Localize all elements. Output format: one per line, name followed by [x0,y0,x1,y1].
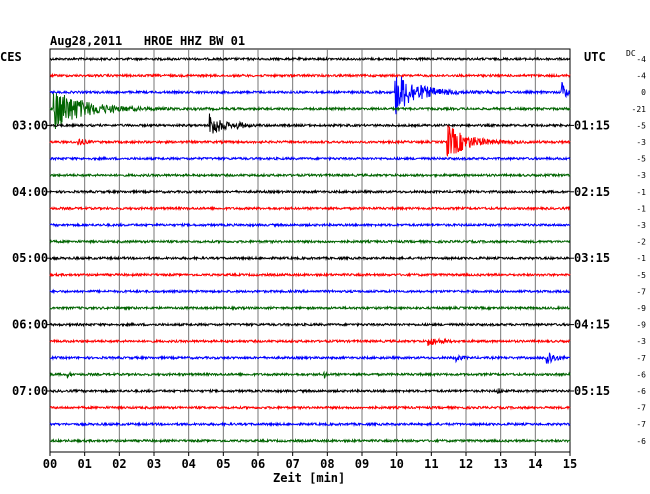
dc-value: -6 [636,437,646,446]
grid [46,48,574,456]
trace-line [49,305,571,311]
dc-value: -3 [636,138,646,147]
trace-line [49,370,571,379]
dc-value: 0 [641,88,646,97]
dc-value: -3 [636,337,646,346]
left-hour-label: 04:00 [12,185,48,199]
trace-line [49,321,571,328]
dc-value: -1 [636,188,646,197]
x-tick-label: 09 [355,457,369,471]
trace-line [49,56,571,62]
x-axis-label: Zeit [min] [273,471,345,485]
trace-line [49,387,571,394]
dc-value: -5 [636,121,646,130]
left-hour-label: 06:00 [12,318,48,332]
dc-value: -9 [636,321,646,330]
x-tick-label: 10 [389,457,403,471]
trace-line [49,76,571,115]
left-hour-label: 05:00 [12,251,48,265]
dc-value: -9 [636,304,646,313]
x-tick-label: 06 [251,457,265,471]
left-hour-label: 03:00 [12,118,48,132]
x-tick-label: 01 [77,457,91,471]
trace-line [49,72,571,79]
chart-title: Aug28,2011 HROE HHZ BW 01 [50,34,245,48]
x-tick-label: 11 [424,457,438,471]
trace-line [49,188,571,195]
x-tick-label: 15 [563,457,577,471]
right-hour-label: 02:15 [574,185,610,199]
dc-value: -6 [636,387,646,396]
dc-value: -4 [636,55,646,64]
dc-value: -3 [636,171,646,180]
left-hour-label: 07:00 [12,384,48,398]
dc-value: -5 [636,271,646,280]
x-tick-label: 12 [459,457,473,471]
dc-header: DC [626,49,636,58]
dc-value: -1 [636,254,646,263]
x-tick-label: 04 [181,457,195,471]
right-timezone-label: UTC [584,50,606,64]
right-hour-label: 04:15 [574,318,610,332]
trace-line [49,337,571,347]
traces [49,56,571,444]
dc-value: -6 [636,370,646,379]
trace-line [49,125,571,157]
trace-line [49,93,571,130]
right-hour-label: 05:15 [574,384,610,398]
plot-frame [49,48,571,453]
trace-line [49,271,571,278]
trace-line [49,155,571,162]
trace-line [49,421,571,428]
trace-line [49,352,571,364]
dc-value: -4 [636,72,646,81]
trace-line [49,205,571,212]
x-tick-label: 13 [493,457,507,471]
dc-value: -2 [636,238,646,247]
dc-value: -1 [636,204,646,213]
dc-value: -21 [632,105,647,114]
dc-value: -7 [636,420,646,429]
x-tick-label: 14 [528,457,542,471]
labels: 00 01 02 03 04 05 06 07 08 09 10 11 12 13 14 15 -4 -4 0 -21… [12,55,646,471]
trace-line [49,221,571,228]
left-timezone-label: CES [0,50,22,64]
trace-line [49,113,571,134]
x-tick-label: 02 [112,457,126,471]
right-hour-label: 01:15 [574,118,610,132]
dc-value: -7 [636,404,646,413]
right-hour-label: 03:15 [574,251,610,265]
x-tick-label: 08 [320,457,334,471]
trace-line [49,404,571,411]
dc-value: -7 [636,287,646,296]
dc-value: -3 [636,221,646,230]
trace-line [49,238,571,245]
x-tick-label: 05 [216,457,230,471]
trace-line [49,288,571,295]
trace-line [49,437,571,444]
dc-value: -5 [636,155,646,164]
x-tick-label: 03 [147,457,161,471]
dc-value: -7 [636,354,646,363]
x-tick-label: 07 [285,457,299,471]
trace-line [49,255,571,262]
trace-line [49,172,571,179]
x-tick-label: 00 [43,457,57,471]
